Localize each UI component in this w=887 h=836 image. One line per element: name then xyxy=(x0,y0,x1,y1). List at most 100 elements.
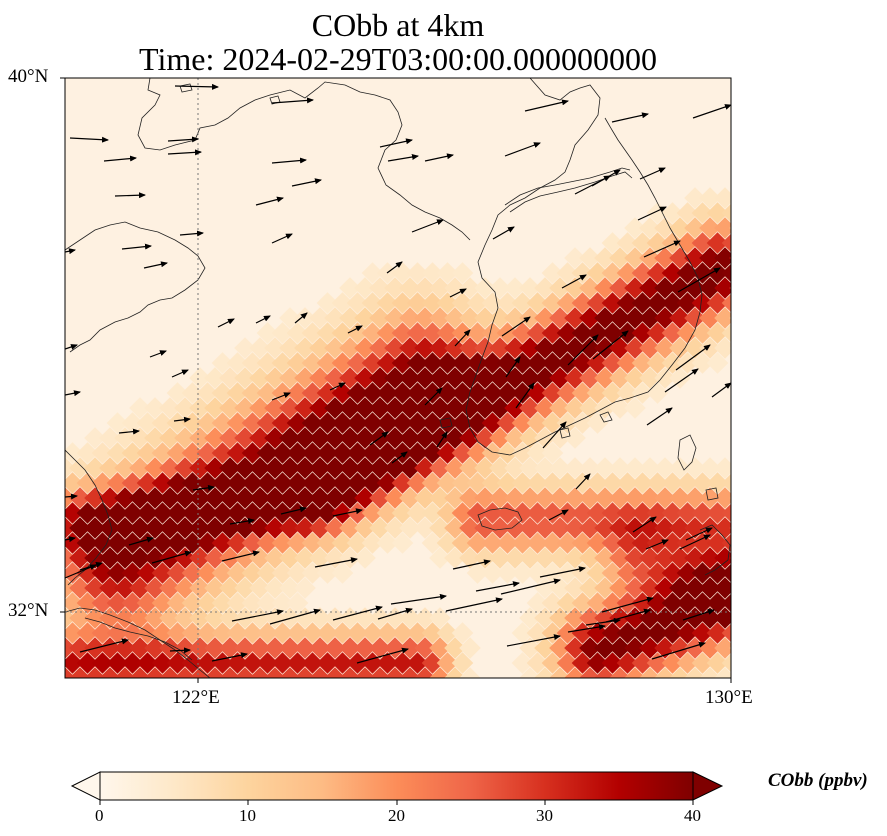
field-cell xyxy=(624,337,646,359)
field-cell xyxy=(99,607,121,629)
field-cell xyxy=(609,577,631,599)
field-cell xyxy=(286,412,309,434)
field-cell xyxy=(414,667,436,678)
field-cell xyxy=(271,472,294,494)
field-cell xyxy=(286,622,309,644)
field-cell xyxy=(242,682,264,704)
field-cell xyxy=(601,262,624,284)
field-cell xyxy=(316,382,339,404)
field-cell xyxy=(594,277,616,299)
field-cell xyxy=(234,637,256,659)
field-cell xyxy=(721,533,731,553)
field-cell xyxy=(496,532,519,554)
wind-arrow xyxy=(645,539,669,550)
field-cell xyxy=(504,487,526,509)
field-cell xyxy=(65,502,84,524)
wind-arrow xyxy=(506,634,561,647)
field-cell xyxy=(399,457,421,479)
field-cell xyxy=(114,607,136,629)
field-cell xyxy=(556,532,579,554)
field-cell xyxy=(151,472,174,494)
field-cell xyxy=(226,352,249,374)
field-cell xyxy=(474,547,496,569)
wind-arrow xyxy=(179,230,204,237)
field-cell xyxy=(324,427,346,449)
field-cell xyxy=(534,367,556,389)
field-cell xyxy=(227,682,249,704)
field-cell xyxy=(714,247,731,269)
field-cell xyxy=(631,472,654,494)
field-cell xyxy=(204,607,226,629)
field-cell xyxy=(286,652,309,674)
colorbar-tick-label: 0 xyxy=(95,806,104,825)
field-cell xyxy=(466,352,489,374)
wind-arrow xyxy=(632,516,657,533)
field-cell xyxy=(159,607,181,629)
field-cell xyxy=(631,592,654,614)
field-cell xyxy=(564,487,586,509)
wind-arrow xyxy=(424,153,454,162)
field-cell xyxy=(47,682,69,704)
field-cell xyxy=(564,457,586,479)
field-cell xyxy=(144,607,166,629)
field-cell xyxy=(219,487,241,509)
field-cell xyxy=(594,367,616,389)
field-cell xyxy=(654,577,676,599)
field-cell xyxy=(399,667,421,678)
field-cell xyxy=(556,562,579,584)
field-cell xyxy=(534,547,556,569)
field-cell xyxy=(226,562,249,584)
field-cell xyxy=(691,622,714,644)
field-cell xyxy=(466,472,489,494)
field-cell xyxy=(376,622,399,644)
field-cell xyxy=(556,652,579,674)
field-cell xyxy=(436,322,459,344)
wind-arrow xyxy=(65,536,76,543)
field-cell xyxy=(549,277,571,299)
field-cell xyxy=(624,577,646,599)
field-cell xyxy=(601,232,624,254)
wind-arrow xyxy=(515,382,535,409)
field-cell xyxy=(421,262,444,284)
field-cell xyxy=(241,562,264,584)
field-cell xyxy=(714,547,731,569)
field-cell xyxy=(586,562,609,584)
field-cell xyxy=(151,652,174,674)
field-cell xyxy=(129,457,151,479)
field-cell xyxy=(226,652,249,674)
field-cell xyxy=(204,367,226,389)
field-cell xyxy=(436,292,459,314)
field-cell xyxy=(106,622,129,644)
field-cell xyxy=(346,412,369,434)
field-cell xyxy=(609,307,631,329)
field-cell xyxy=(137,682,159,704)
field-cell xyxy=(166,502,189,524)
field-cell xyxy=(121,562,144,584)
field-cell xyxy=(677,682,699,704)
field-cell xyxy=(586,652,609,674)
field-cell xyxy=(384,337,406,359)
field-cell xyxy=(76,562,99,584)
field-cell xyxy=(729,286,731,290)
wind-arrow xyxy=(452,559,491,570)
field-cell xyxy=(99,577,121,599)
field-cell xyxy=(399,487,421,509)
field-cell xyxy=(721,563,731,583)
field-cell xyxy=(646,322,669,344)
field-cell xyxy=(189,457,211,479)
field-cell xyxy=(684,337,706,359)
field-cell xyxy=(646,622,669,644)
field-cell xyxy=(466,412,489,434)
field-cell xyxy=(106,532,129,554)
field-cell xyxy=(339,427,361,449)
wind-arrow xyxy=(449,288,467,298)
field-cell xyxy=(534,487,556,509)
field-cell xyxy=(669,217,691,239)
field-cell xyxy=(294,367,316,389)
field-cell xyxy=(579,517,601,539)
field-cell xyxy=(174,487,196,509)
axis-ticks xyxy=(60,77,732,683)
field-cell xyxy=(541,382,564,404)
field-cell xyxy=(294,607,316,629)
field-cell xyxy=(534,577,556,599)
